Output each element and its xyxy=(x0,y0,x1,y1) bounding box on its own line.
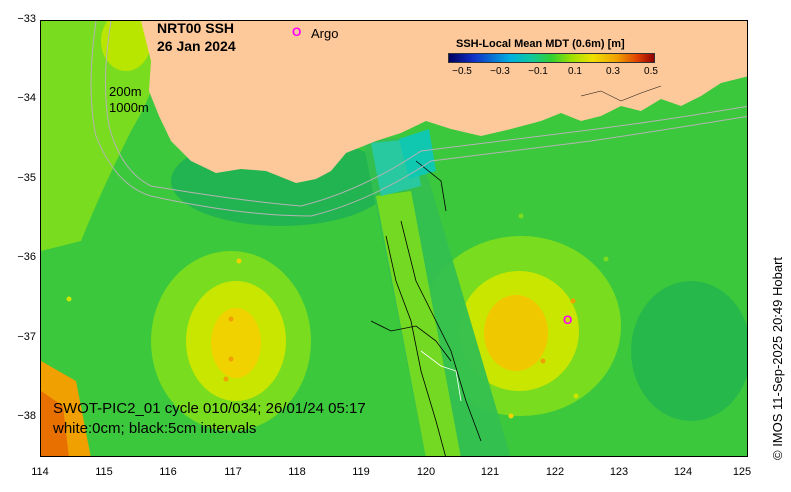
ssh-anomaly-east xyxy=(631,281,747,421)
lat-tick-label: −34 xyxy=(17,92,36,104)
argo-profile-dot xyxy=(570,298,576,304)
lon-tick-label: 118 xyxy=(288,466,306,478)
argo-profile-dot xyxy=(603,256,609,262)
colorbar-tick: −0.3 xyxy=(490,66,510,77)
contour-label-1000m: 1000m xyxy=(109,100,149,115)
ssh-map xyxy=(41,21,747,456)
swot-contour-black-1 xyxy=(400,220,482,442)
contour-caption: white:0cm; black:5cm intervals xyxy=(53,420,257,437)
argo-profile-dot xyxy=(508,413,514,419)
colorbar-tick: −0.5 xyxy=(452,66,472,77)
colorbar-title: SSH-Local Mean MDT (0.6m) [m] xyxy=(456,38,625,50)
lon-tick-label: 119 xyxy=(352,466,370,478)
argo-legend-label: Argo xyxy=(311,26,339,41)
ssh-anomaly-high-west-core xyxy=(211,308,261,378)
argo-legend-marker: O xyxy=(292,25,302,39)
colorbar xyxy=(448,53,655,63)
lat-tick-label: −33 xyxy=(17,13,36,25)
argo-profile-dot xyxy=(573,393,579,399)
lon-tick-label: 116 xyxy=(159,466,177,478)
ssh-anomaly-west xyxy=(41,21,171,251)
colorbar-tick: 0.5 xyxy=(644,66,658,77)
argo-profile-dot xyxy=(223,376,229,382)
argo-profile-dot xyxy=(540,358,546,364)
map-frame[interactable] xyxy=(40,20,748,457)
swot-contour-white-1 xyxy=(420,350,462,402)
lon-tick-label: 120 xyxy=(416,466,436,478)
lon-tick-label: 123 xyxy=(609,466,629,478)
argo-profile-dot xyxy=(228,356,234,362)
lat-tick-label: −36 xyxy=(17,251,36,263)
lon-tick-label: 122 xyxy=(545,466,565,478)
ssh-anomaly-southwest-core xyxy=(41,391,69,456)
argo-float-marker[interactable]: O xyxy=(563,313,573,327)
lat-tick-label: −37 xyxy=(17,331,36,343)
colorbar-tick: 0.1 xyxy=(568,66,582,77)
argo-profile-dot xyxy=(518,213,524,219)
lon-tick-label: 117 xyxy=(224,466,242,478)
map-title: NRT00 SSH xyxy=(157,20,235,36)
lat-tick-label: −35 xyxy=(17,172,36,184)
ssh-anomaly-northwest xyxy=(101,21,151,71)
isobath-200m xyxy=(104,21,747,207)
lon-tick-label: 114 xyxy=(31,466,49,478)
argo-profile-dot xyxy=(66,296,72,302)
swot-contour-black-4 xyxy=(415,160,447,212)
lon-tick-label: 115 xyxy=(95,466,113,478)
swot-swath-cyan-right xyxy=(399,129,436,179)
map-date: 26 Jan 2024 xyxy=(157,38,236,54)
lat-tick-label: −38 xyxy=(17,410,36,422)
swot-caption: SWOT-PIC2_01 cycle 010/034; 26/01/24 05:… xyxy=(53,400,366,417)
swot-contour-black-3 xyxy=(370,320,452,362)
isobath-1000m xyxy=(90,21,747,217)
lon-tick-label: 124 xyxy=(673,466,693,478)
copyright-timestamp: © IMOS 11-Sep-2025 20:49 Hobart xyxy=(770,256,785,460)
contour-label-200m: 200m xyxy=(109,84,142,99)
colorbar-tick: 0.3 xyxy=(606,66,620,77)
swot-swath-inner xyxy=(376,191,461,456)
swot-contour-black-2 xyxy=(385,235,446,456)
lon-tick-label: 125 xyxy=(732,466,752,478)
coastline-detail xyxy=(580,85,662,102)
lon-tick-label: 121 xyxy=(480,466,500,478)
ssh-anomaly-high-east-core xyxy=(484,295,548,371)
colorbar-tick: −0.1 xyxy=(528,66,548,77)
argo-profile-dot xyxy=(228,316,234,322)
argo-profile-dot xyxy=(236,258,242,264)
